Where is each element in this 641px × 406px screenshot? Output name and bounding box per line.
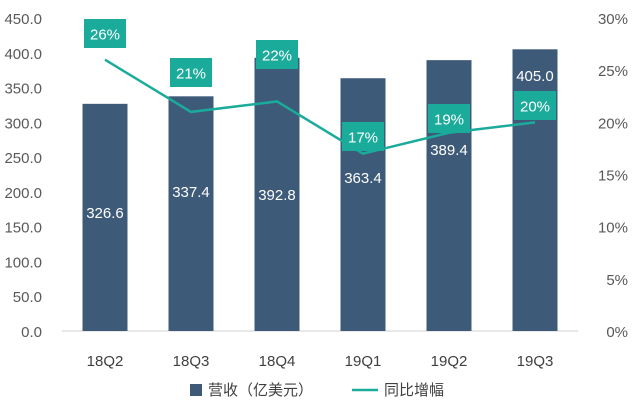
legend: 营收（亿美元） 同比增幅	[190, 382, 444, 399]
y-right-tick-label: 30%	[598, 11, 628, 28]
x-tick-label: 19Q3	[517, 353, 554, 370]
y-right-tick-label: 5%	[606, 272, 628, 289]
growth-label-box	[256, 40, 298, 69]
legend-bar-swatch	[190, 384, 202, 396]
revenue-label: 363.4	[344, 170, 382, 187]
data-labels: 326.6 337.4 392.8 363.4 389.4 405.0 26% 21% 22% 1…	[84, 19, 556, 222]
revenue-label: 389.4	[430, 142, 468, 159]
revenue-label: 337.4	[172, 184, 210, 201]
x-tick-label: 18Q4	[259, 353, 296, 370]
y-right-tick-label: 10%	[598, 220, 628, 237]
y-right-tick-label: 0%	[606, 324, 628, 341]
y-left-tick-label: 250.0	[4, 150, 42, 167]
growth-label-box	[170, 58, 212, 87]
growth-label-box	[514, 91, 556, 120]
revenue-bar	[82, 103, 128, 331]
revenue-label: 326.6	[86, 205, 124, 222]
revenue-bar	[340, 78, 386, 331]
y-left-tick-label: 150.0	[4, 220, 42, 237]
y-right-tick-label: 25%	[598, 63, 628, 80]
growth-label-box	[428, 104, 470, 133]
growth-label: 26%	[90, 27, 120, 44]
growth-label: 20%	[520, 99, 550, 116]
legend-bar-label: 营收（亿美元）	[208, 382, 313, 399]
x-tick-label: 18Q2	[87, 353, 124, 370]
growth-label: 21%	[176, 66, 206, 83]
growth-label-box	[342, 122, 384, 151]
revenue-bar	[168, 96, 214, 332]
y-left-tick-label: 100.0	[4, 254, 42, 271]
growth-label: 22%	[262, 48, 292, 65]
y-left-tick-label: 50.0	[13, 289, 42, 306]
y-right-tick-label: 20%	[598, 115, 628, 132]
x-tick-label: 18Q3	[173, 353, 210, 370]
axes: 0.0 50.0 100.0 150.0 200.0 250.0 300.0 350.0 400…	[4, 11, 628, 370]
y-right-tick-label: 15%	[598, 168, 628, 185]
x-tick-label: 19Q2	[431, 353, 468, 370]
revenue-bar	[426, 60, 472, 331]
revenue-label: 405.0	[516, 68, 554, 85]
y-left-tick-label: 450.0	[4, 11, 42, 28]
growth-label: 17%	[348, 130, 378, 147]
y-left-tick-label: 300.0	[4, 115, 42, 132]
y-left-tick-label: 350.0	[4, 81, 42, 98]
revenue-label: 392.8	[258, 187, 296, 204]
y-left-tick-label: 400.0	[4, 46, 42, 63]
growth-label: 19%	[434, 112, 464, 129]
y-left-tick-label: 200.0	[4, 185, 42, 202]
y-left-tick-label: 0.0	[21, 324, 42, 341]
bars	[82, 49, 558, 332]
growth-label-box	[84, 19, 126, 48]
legend-line-label: 同比增幅	[384, 382, 444, 399]
x-tick-label: 19Q1	[345, 353, 382, 370]
